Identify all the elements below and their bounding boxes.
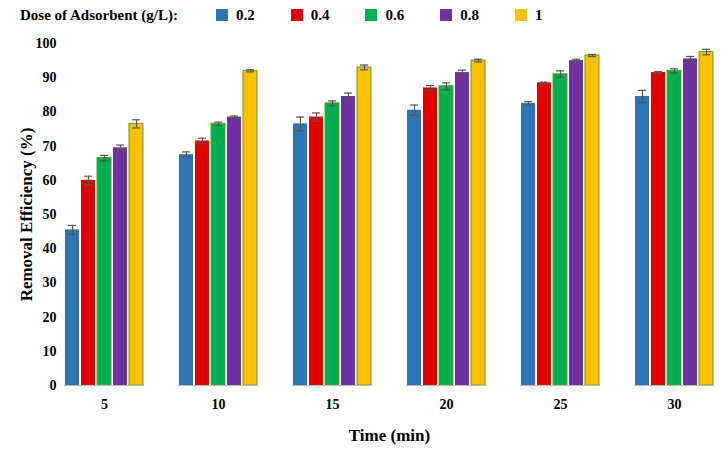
html-text:0.4: 0.4	[310, 6, 330, 23]
svg-text:60: 60	[43, 173, 57, 188]
html-text:0.8: 0.8	[460, 6, 479, 23]
html-text:0.2: 0.2	[235, 6, 255, 23]
svg-text:15: 15	[326, 397, 340, 412]
svg-text:90: 90	[43, 70, 57, 85]
svg-text:25: 25	[554, 397, 568, 412]
svg-text:50: 50	[43, 207, 57, 222]
svg-text:20: 20	[43, 310, 57, 325]
svg-text:Time (min): Time (min)	[349, 426, 430, 445]
svg-text:0: 0	[50, 378, 57, 393]
svg-text:5: 5	[101, 397, 108, 412]
svg-text:30: 30	[43, 275, 57, 290]
html-text:Dose of Adsorbent (g/L):: Dose of Adsorbent (g/L):	[20, 6, 178, 23]
svg-text:10: 10	[43, 344, 57, 359]
svg-text:30: 30	[668, 397, 682, 412]
svg-text:20: 20	[440, 397, 454, 412]
svg-text:10: 10	[212, 397, 226, 412]
svg-text:Removal Efficiency (%): Removal Efficiency (%)	[17, 128, 36, 302]
html-text:1: 1	[534, 6, 543, 23]
svg-text:100: 100	[36, 36, 57, 51]
svg-text:80: 80	[43, 104, 57, 119]
html-text:0.6: 0.6	[385, 6, 405, 23]
svg-text:40: 40	[43, 241, 57, 256]
svg-text:70: 70	[43, 139, 57, 154]
